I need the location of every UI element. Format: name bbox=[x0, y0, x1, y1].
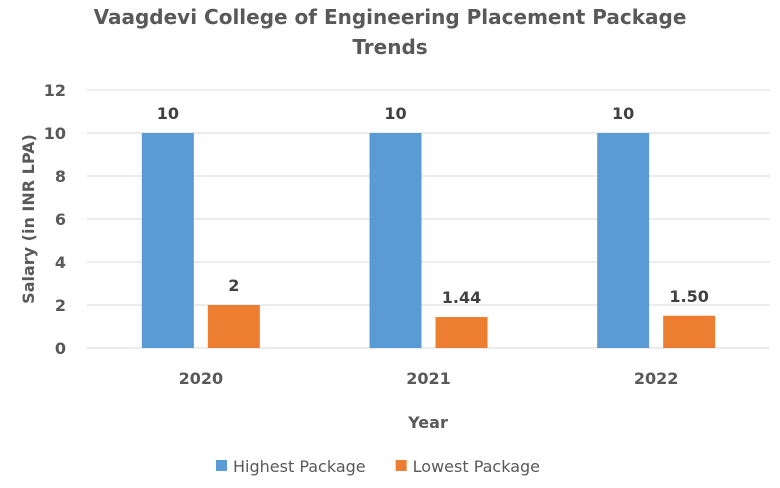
x-tick-label: 2021 bbox=[406, 369, 451, 388]
chart-title-line-1: Vaagdevi College of Engineering Placemen… bbox=[94, 5, 687, 29]
bar-lowest-package bbox=[207, 305, 260, 348]
data-label: 1.50 bbox=[669, 287, 708, 306]
y-tick-label: 0 bbox=[55, 339, 66, 358]
data-label: 1.44 bbox=[442, 288, 481, 307]
y-tick-label: 10 bbox=[44, 124, 66, 143]
legend: Highest Package Lowest Package bbox=[216, 457, 540, 476]
x-axis-label: Year bbox=[407, 413, 448, 432]
bar-highest-package bbox=[369, 133, 422, 348]
legend-swatch bbox=[216, 460, 227, 471]
chart-title-line-2: Trends bbox=[352, 35, 427, 59]
bar-highest-package bbox=[597, 133, 650, 348]
y-axis-label: Salary (in INR LPA) bbox=[19, 134, 38, 304]
gridlines bbox=[87, 89, 770, 349]
legend-swatch bbox=[395, 460, 407, 471]
y-tick-label: 12 bbox=[44, 81, 66, 100]
bar-highest-package bbox=[141, 133, 194, 348]
data-label: 10 bbox=[612, 104, 634, 123]
bar-lowest-package bbox=[435, 317, 488, 348]
x-tick-label: 2020 bbox=[179, 369, 224, 388]
x-tick-label: 2022 bbox=[634, 369, 679, 388]
y-tick-label: 8 bbox=[55, 167, 66, 186]
data-label: 10 bbox=[384, 104, 406, 123]
data-label: 10 bbox=[157, 104, 179, 123]
x-tick-labels: 2020 2021 2022 bbox=[179, 369, 679, 388]
legend-label: Lowest Package bbox=[413, 457, 540, 476]
legend-label: Highest Package bbox=[233, 457, 366, 476]
y-tick-label: 4 bbox=[55, 253, 66, 272]
y-tick-label: 2 bbox=[55, 296, 66, 315]
bars: 10 2 10 1.44 10 1.50 bbox=[141, 104, 716, 348]
bar-lowest-package bbox=[663, 315, 716, 348]
y-tick-labels: 0 2 4 6 8 10 12 bbox=[44, 81, 66, 358]
data-label: 2 bbox=[228, 276, 239, 295]
y-tick-label: 6 bbox=[55, 210, 66, 229]
